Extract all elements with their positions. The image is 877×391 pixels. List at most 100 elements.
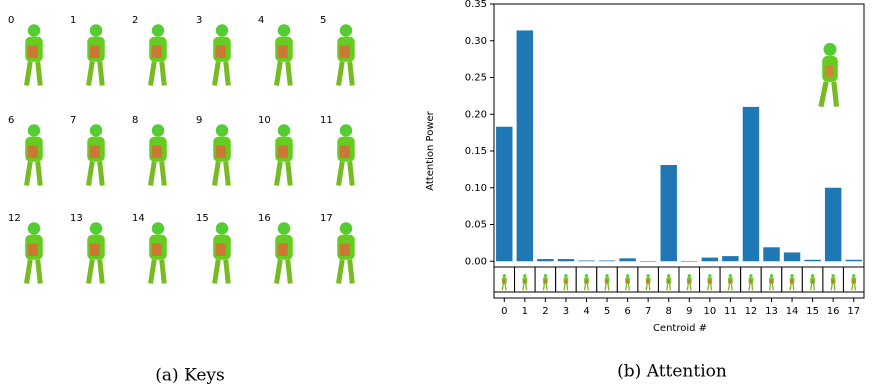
figure-patch [667, 279, 670, 283]
walker-figure [768, 274, 774, 291]
figure-head [605, 274, 609, 278]
figure-patch [277, 45, 288, 58]
figure-patch [27, 243, 38, 256]
x-tick-label: 14 [786, 306, 799, 317]
figure-head [339, 222, 353, 235]
y-axis-label: Attention Power [425, 110, 436, 190]
figure-head [831, 274, 835, 278]
figure-legs [501, 283, 507, 291]
walker-figure [686, 274, 692, 291]
key-label: 7 [70, 115, 76, 126]
key-label: 5 [320, 15, 326, 26]
figure-legs [148, 161, 167, 186]
figure-legs [748, 283, 754, 291]
figure-head [27, 222, 41, 235]
figure-legs [604, 283, 610, 291]
figure-patch [27, 145, 38, 158]
figure-head [151, 24, 165, 37]
bar [742, 106, 760, 262]
walker-figure [274, 222, 293, 284]
figure-legs [86, 161, 105, 186]
figure-legs [542, 283, 548, 291]
figure-patch [277, 243, 288, 256]
y-tick-label: 0.15 [465, 146, 487, 157]
figure-legs [686, 283, 692, 291]
walker-figure [501, 274, 507, 291]
figure-patch [543, 279, 547, 283]
figure-patch [151, 145, 162, 158]
walker-figure [148, 24, 167, 86]
plot-frame [493, 3, 865, 299]
figure-legs [583, 283, 589, 291]
walker-figure [789, 274, 795, 291]
walker-figure [212, 222, 231, 284]
figure-head [151, 222, 165, 235]
x-tick-label: 16 [827, 306, 840, 317]
figure-patch [769, 279, 773, 283]
figure-head [277, 222, 291, 235]
bar [681, 261, 698, 262]
bar [557, 259, 575, 262]
walker-figure [86, 124, 105, 186]
figure-legs [24, 61, 43, 86]
figure-head [502, 274, 506, 278]
key-label: 6 [8, 115, 14, 126]
figure-legs [830, 283, 836, 291]
figure-head [277, 124, 291, 137]
figure-head [625, 274, 630, 278]
figure-legs [768, 283, 774, 291]
figure-legs [86, 61, 105, 86]
walker-figure [86, 24, 105, 86]
figure-legs [274, 259, 293, 284]
figure-legs [336, 259, 355, 284]
bar [496, 126, 513, 262]
figure-legs [645, 283, 651, 291]
key-label: 9 [196, 115, 202, 126]
figure-legs [809, 283, 815, 291]
figure-head [790, 274, 794, 278]
figure-patch [502, 279, 506, 283]
figure-head [728, 274, 733, 278]
x-tick-label: 15 [806, 306, 819, 317]
bar [824, 187, 842, 262]
y-tick-label: 0.35 [465, 0, 487, 10]
figure-patch [27, 45, 38, 58]
walker-figure [336, 24, 355, 86]
figure-head [687, 274, 691, 278]
figure-patch [151, 243, 162, 256]
walker-figure [24, 222, 43, 284]
x-tick-label: 6 [624, 306, 630, 317]
walker-figure [830, 274, 836, 291]
figure-head [215, 124, 229, 137]
figure-legs [274, 61, 293, 86]
figure-legs [789, 283, 795, 291]
figure-legs [666, 283, 672, 291]
figure-legs [851, 283, 857, 291]
walker-figure [212, 124, 231, 186]
x-tick-label: 7 [645, 306, 651, 317]
key-label: 14 [132, 213, 145, 224]
figure-patch [810, 279, 814, 283]
walker-figure [336, 124, 355, 186]
walker-figure [336, 222, 355, 284]
figure-legs [24, 161, 43, 186]
figure-legs [727, 283, 733, 291]
x-tick-label: 11 [724, 306, 737, 317]
figure-head [215, 222, 229, 235]
key-label: 15 [196, 213, 209, 224]
walker-figure [148, 222, 167, 284]
walker-figure [604, 274, 610, 291]
figure-patch [339, 243, 350, 256]
figure-patch [790, 279, 794, 283]
figure-head [339, 24, 353, 37]
y-tick-label: 0.10 [465, 183, 487, 194]
figure-patch [852, 279, 855, 283]
figure-patch [646, 279, 650, 283]
figure-patch [625, 279, 629, 283]
figure-head [543, 274, 548, 278]
figure-head [810, 274, 815, 278]
figure-head [749, 274, 753, 278]
figure-legs [707, 283, 713, 291]
caption: (b) Attention [617, 362, 727, 382]
caption: (a) Keys [155, 366, 224, 386]
